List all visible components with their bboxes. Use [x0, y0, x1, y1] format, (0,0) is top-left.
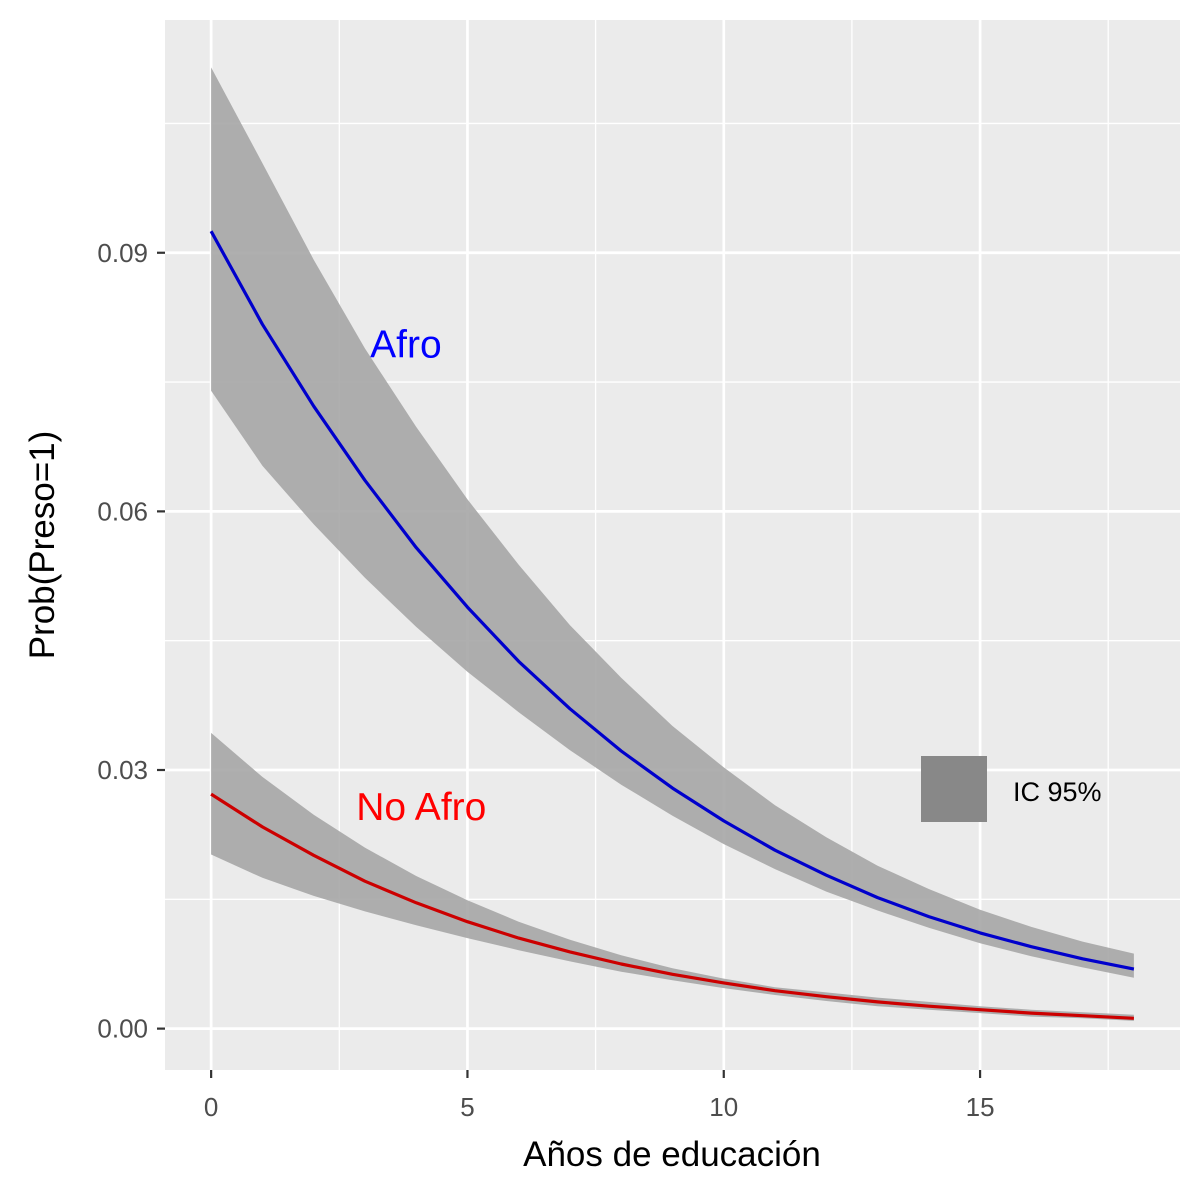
x-axis: 0 5 10 15 — [204, 1070, 995, 1122]
y-axis: 0.00 0.03 0.06 0.09 — [97, 238, 165, 1044]
x-tick-label: 15 — [966, 1092, 995, 1122]
series-lines — [209, 230, 1135, 1020]
x-tick-label: 0 — [204, 1092, 218, 1122]
y-tick-label: 0.00 — [97, 1014, 148, 1044]
series-annotations: Afro No Afro — [356, 323, 486, 829]
legend: IC 95% — [921, 756, 1102, 822]
annotation-label-0: Afro — [370, 323, 442, 366]
y-tick-label: 0.03 — [97, 755, 148, 785]
x-tick-label: 10 — [709, 1092, 738, 1122]
x-axis-title: Años de educación — [523, 1135, 821, 1174]
y-tick-label: 0.06 — [97, 496, 148, 526]
series-line-1 — [210, 792, 1134, 1020]
series-line-0 — [209, 230, 1135, 971]
legend-swatch — [921, 756, 987, 822]
x-tick-label: 5 — [460, 1092, 474, 1122]
confidence-band-1 — [211, 732, 1134, 1021]
y-axis-title: Prob(Preso=1) — [23, 431, 62, 660]
legend-label: IC 95% — [1013, 777, 1102, 807]
annotation-label-1: No Afro — [356, 786, 486, 829]
y-tick-label: 0.09 — [97, 238, 148, 268]
plot-panel — [165, 20, 1180, 1070]
